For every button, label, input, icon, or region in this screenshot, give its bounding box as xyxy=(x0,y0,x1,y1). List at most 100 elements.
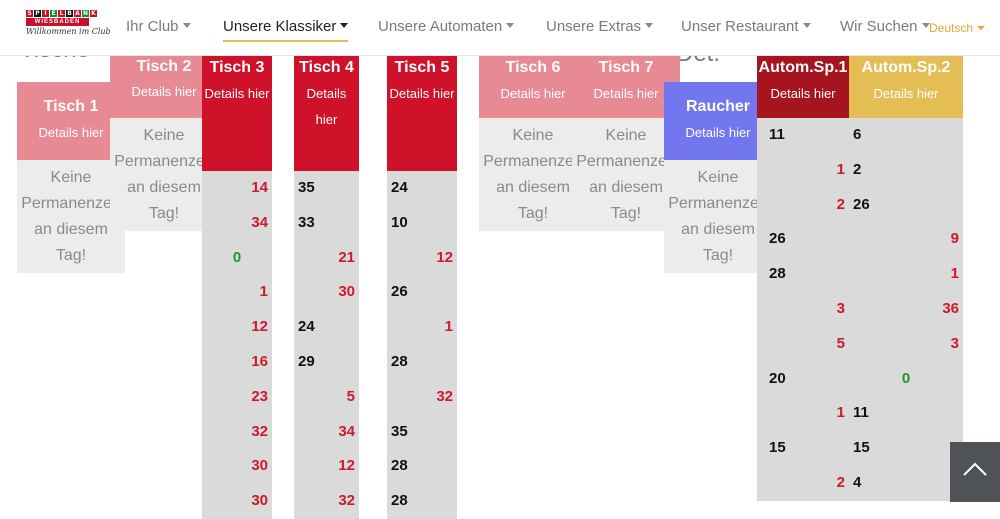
result-number: 5 xyxy=(836,334,845,352)
table-tisch-4: Tisch 4 Details hier 35 33 21 30 24 29 5 34 12 32 xyxy=(294,55,359,519)
table-autom-sp-1: Autom.Sp.1 Details hier 11 1 2 26 28 3 5 20 1 15 2 xyxy=(757,55,849,501)
result-number: 1 xyxy=(836,160,845,178)
table-header: Tisch 7 Details hier xyxy=(572,55,680,118)
result-number: 11 xyxy=(853,404,869,422)
result-number: 30 xyxy=(251,457,268,475)
result-number: 28 xyxy=(391,457,408,475)
table-title: Tisch 3 xyxy=(209,59,265,76)
result-number: 35 xyxy=(298,179,315,196)
details-link[interactable]: Details hier xyxy=(873,86,939,101)
details-link[interactable]: Details hier xyxy=(389,86,455,101)
results-list: 11 1 2 26 28 3 5 20 1 15 2 xyxy=(757,118,849,501)
table-title: Autom.Sp.2 xyxy=(861,59,951,76)
table-title: Tisch 4 xyxy=(299,59,354,76)
result-number: 21 xyxy=(338,248,355,266)
table-header: Tisch 2 Details hier xyxy=(110,55,218,118)
table-title: Tisch 1 xyxy=(43,98,99,115)
result-number: 34 xyxy=(338,422,355,440)
results-list: 35 33 21 30 24 29 5 34 12 32 xyxy=(294,171,359,519)
result-number: 3 xyxy=(950,334,959,352)
details-link[interactable]: Details hier xyxy=(38,125,104,140)
result-number: 1 xyxy=(950,265,959,283)
logo-subtitle: WIESBADEN xyxy=(26,18,89,26)
result-number: 29 xyxy=(298,352,315,370)
table-header: Tisch 3 Details hier xyxy=(202,55,272,171)
result-number: 0 xyxy=(901,369,911,387)
table-header: Autom.Sp.1 Details hier xyxy=(757,55,849,118)
result-number: 14 xyxy=(251,179,268,196)
details-link[interactable]: Details hier xyxy=(131,84,197,99)
result-number: 1 xyxy=(444,318,453,336)
results-list: 6 2 26 9 1 36 3 0 11 15 4 xyxy=(849,118,963,501)
table-title: Tisch 2 xyxy=(136,58,192,75)
logo-tagline: Willkommen im Club xyxy=(26,27,111,36)
result-number: 32 xyxy=(251,422,268,440)
table-title: Autom.Sp.1 xyxy=(758,59,848,76)
results-list: 14 34 0 1 12 16 23 32 30 30 xyxy=(202,171,272,519)
chevron-down-icon xyxy=(802,23,811,28)
result-number: 16 xyxy=(251,352,268,370)
table-header: Autom.Sp.2 Details hier xyxy=(849,55,963,118)
result-number: 24 xyxy=(298,318,315,336)
table-header: Tisch 6 Details hier xyxy=(479,55,587,118)
result-number: 10 xyxy=(391,213,408,231)
details-link[interactable]: Details hier xyxy=(685,125,751,140)
no-permanence-message: Keine Permanenzen an diesem Tag! xyxy=(664,160,772,273)
chevron-down-icon xyxy=(921,23,930,28)
result-number: 3 xyxy=(836,299,845,317)
table-title: Raucher xyxy=(685,98,751,115)
details-link[interactable]: Details hier xyxy=(204,86,270,101)
table-header: Tisch 4 Details hier xyxy=(294,55,359,171)
details-link[interactable]: Details hier xyxy=(306,86,347,127)
table-tisch-7: Tisch 7 Details hier Keine Permanenzen a… xyxy=(572,55,680,231)
chevron-down-icon xyxy=(340,23,349,28)
result-number: 2 xyxy=(836,195,845,213)
language-selector[interactable]: Deutsch xyxy=(929,21,986,35)
nav-unser-restaurant[interactable]: Unser Restaurant xyxy=(681,18,811,35)
result-number: 35 xyxy=(391,422,408,440)
result-number: 28 xyxy=(391,352,408,370)
nav-unsere-automaten[interactable]: Unsere Automaten xyxy=(378,18,515,35)
result-number: 2 xyxy=(853,160,862,178)
scroll-to-top-button[interactable] xyxy=(950,442,1000,502)
table-header: Tisch 1 Details hier xyxy=(17,82,125,160)
details-link[interactable]: Details hier xyxy=(500,86,566,101)
result-number: 2 xyxy=(836,473,845,491)
result-number: 26 xyxy=(853,195,870,213)
nav-unsere-klassiker[interactable]: Unsere Klassiker xyxy=(223,18,349,42)
no-permanence-message: Keine Permanenzen an diesem Tag! xyxy=(110,118,218,231)
result-number: 12 xyxy=(436,248,453,266)
table-raucher: Raucher Details hier Keine Permanenzen a… xyxy=(664,82,772,273)
result-number: 32 xyxy=(436,387,453,405)
nav-ihr-club[interactable]: Ihr Club xyxy=(126,18,191,35)
result-number: 23 xyxy=(251,387,268,405)
details-link[interactable]: Details hier xyxy=(593,86,659,101)
table-title: Tisch 7 xyxy=(598,59,654,76)
no-permanence-message: Keine Permanenzen an diesem Tag! xyxy=(572,118,680,231)
table-tisch-1: Tisch 1 Details hier Keine Permanenzen a… xyxy=(17,82,125,273)
result-number: 5 xyxy=(346,387,355,405)
result-number: 36 xyxy=(942,299,959,317)
chevron-down-icon xyxy=(506,23,515,28)
result-number: 12 xyxy=(338,457,355,475)
table-header: Raucher Details hier xyxy=(664,82,772,160)
result-number: 26 xyxy=(769,230,786,248)
result-number: 24 xyxy=(391,179,408,196)
table-tisch-6: Tisch 6 Details hier Keine Permanenzen a… xyxy=(479,55,587,231)
result-number: 33 xyxy=(298,213,315,231)
no-permanence-message: Keine Permanenzen an diesem Tag! xyxy=(17,160,125,273)
nav-wir-suchen[interactable]: Wir Suchen xyxy=(840,18,930,35)
details-link[interactable]: Details hier xyxy=(770,86,836,101)
result-number: 20 xyxy=(769,369,786,387)
table-autom-sp-2: Autom.Sp.2 Details hier 6 2 26 9 1 36 3 0 11 15 4 xyxy=(849,55,963,501)
chevron-down-icon xyxy=(645,23,654,28)
results-list: 24 10 12 26 1 28 32 35 28 28 xyxy=(387,171,457,519)
result-number: 9 xyxy=(950,230,959,248)
result-number: 11 xyxy=(769,126,785,143)
nav-unsere-extras[interactable]: Unsere Extras xyxy=(546,18,654,35)
result-number: 15 xyxy=(769,439,786,457)
result-number: 15 xyxy=(853,439,870,457)
